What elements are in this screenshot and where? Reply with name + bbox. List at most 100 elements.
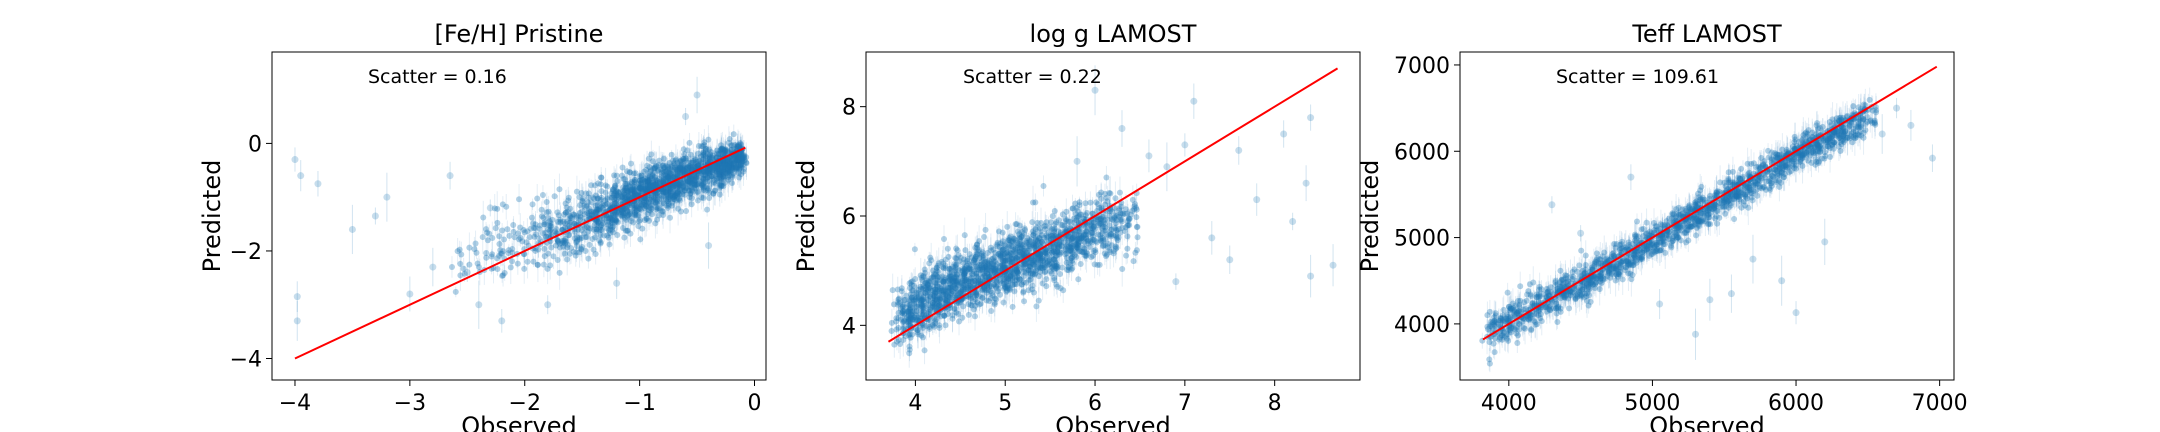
data-point <box>1072 237 1079 244</box>
data-point <box>614 209 621 216</box>
data-point <box>585 205 592 212</box>
data-point <box>1013 255 1020 262</box>
data-point <box>1095 231 1102 238</box>
data-point <box>514 260 521 267</box>
data-point <box>670 183 677 190</box>
data-point <box>973 270 980 277</box>
data-point <box>486 230 493 237</box>
data-point <box>729 164 736 171</box>
data-point <box>585 194 592 201</box>
data-point <box>718 145 725 152</box>
data-point <box>652 199 659 206</box>
data-point <box>647 207 654 214</box>
data-point <box>706 195 713 202</box>
data-point <box>1033 224 1040 231</box>
data-point <box>931 274 938 281</box>
data-point <box>895 324 902 331</box>
data-point <box>560 237 567 244</box>
data-point <box>611 190 618 197</box>
data-point <box>1011 277 1018 284</box>
data-point <box>506 232 513 239</box>
data-point <box>659 178 666 185</box>
data-point <box>1125 222 1132 229</box>
data-point <box>1102 227 1109 234</box>
data-point <box>1068 244 1075 251</box>
data-point <box>1096 204 1103 211</box>
data-point <box>708 173 715 180</box>
data-point <box>545 250 552 257</box>
data-point <box>1039 280 1046 287</box>
data-point <box>957 299 964 306</box>
data-point <box>1008 268 1015 275</box>
data-point <box>950 275 957 282</box>
data-point <box>1025 247 1032 254</box>
data-point <box>1075 276 1082 283</box>
data-point <box>730 170 737 177</box>
data-point <box>542 229 549 236</box>
data-point <box>585 199 592 206</box>
data-point <box>1002 283 1009 290</box>
data-point <box>466 261 473 268</box>
data-point <box>979 295 986 302</box>
data-point <box>902 333 909 340</box>
data-point <box>681 191 688 198</box>
data-point <box>700 149 707 156</box>
data-point <box>722 148 729 155</box>
data-point <box>933 296 940 303</box>
data-point <box>737 171 744 178</box>
data-point <box>665 195 672 202</box>
data-point <box>704 168 711 175</box>
data-point <box>1112 243 1119 250</box>
data-point <box>653 206 660 213</box>
data-point <box>631 190 638 197</box>
data-point <box>1095 222 1102 229</box>
data-point <box>1002 257 1009 264</box>
data-point <box>604 196 611 203</box>
data-point <box>958 288 965 295</box>
data-point <box>682 165 689 172</box>
data-point <box>1122 206 1129 213</box>
data-point <box>898 285 905 292</box>
data-point <box>641 168 648 175</box>
data-point <box>735 169 742 176</box>
data-point <box>671 194 678 201</box>
data-point <box>724 174 731 181</box>
data-point <box>682 169 689 176</box>
data-point <box>724 162 731 169</box>
data-point <box>1066 259 1073 266</box>
data-point <box>737 162 744 169</box>
data-point <box>631 176 638 183</box>
data-point <box>631 205 638 212</box>
data-point <box>722 169 729 176</box>
data-point <box>547 220 554 227</box>
data-point <box>619 207 626 214</box>
data-point <box>676 164 683 171</box>
data-point <box>637 180 644 187</box>
data-point <box>562 209 569 216</box>
data-point <box>736 158 743 165</box>
data-point <box>1018 281 1025 288</box>
data-point <box>1068 241 1075 248</box>
data-point <box>913 308 920 315</box>
data-point <box>1080 215 1087 222</box>
data-point <box>672 166 679 173</box>
data-point <box>542 233 549 240</box>
data-point <box>726 136 733 143</box>
data-point <box>679 191 686 198</box>
data-point <box>978 287 985 294</box>
data-point <box>894 301 901 308</box>
data-point <box>557 218 564 225</box>
data-point <box>590 226 597 233</box>
data-point <box>737 161 744 168</box>
data-point <box>662 168 669 175</box>
data-point <box>712 163 719 170</box>
point-cloud <box>888 166 1141 368</box>
data-point <box>672 192 679 199</box>
data-point <box>1072 200 1079 207</box>
data-point <box>714 147 721 154</box>
data-point <box>665 191 672 198</box>
data-point <box>547 223 554 230</box>
data-point <box>954 247 961 254</box>
data-point <box>705 167 712 174</box>
data-point <box>678 208 685 215</box>
